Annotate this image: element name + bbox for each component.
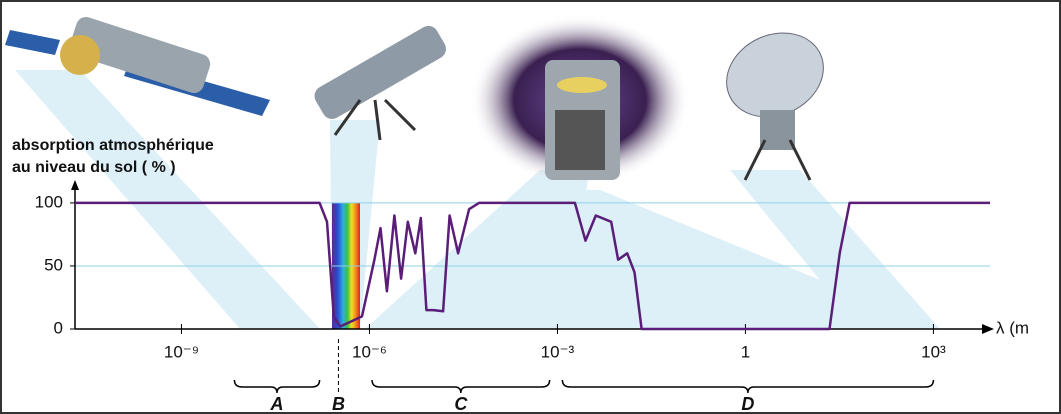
band-label: D — [741, 394, 754, 414]
y-axis-arrow — [71, 180, 79, 190]
x-axis-arrow — [982, 324, 994, 334]
x-axis-label: λ (m — [996, 318, 1029, 337]
x-tick-label: 10⁻⁶ — [352, 342, 387, 361]
x-tick-label: 10⁻⁹ — [164, 342, 199, 361]
satellite — [5, 16, 270, 116]
x-tick-label: 1 — [741, 342, 750, 361]
x-tick-label: 10³ — [921, 342, 946, 361]
y-tick-label: 0 — [54, 318, 63, 337]
band-label: B — [332, 394, 345, 414]
x-tick-label: 10⁻³ — [541, 342, 575, 361]
band-brace — [561, 379, 935, 394]
band-label: A — [269, 394, 283, 414]
y-tick-label: 100 — [35, 192, 63, 211]
absorption-line — [75, 201, 990, 331]
band-brace — [371, 379, 551, 394]
band-brace — [233, 379, 321, 394]
radio-telescope — [726, 32, 824, 181]
observatory — [545, 60, 620, 180]
telescope — [314, 25, 446, 141]
y-axis-label: au niveau du sol ( % ) — [12, 159, 176, 176]
band-label: C — [454, 394, 468, 414]
y-axis-label: absorption atmosphérique — [12, 137, 214, 154]
y-tick-label: 50 — [44, 255, 63, 274]
